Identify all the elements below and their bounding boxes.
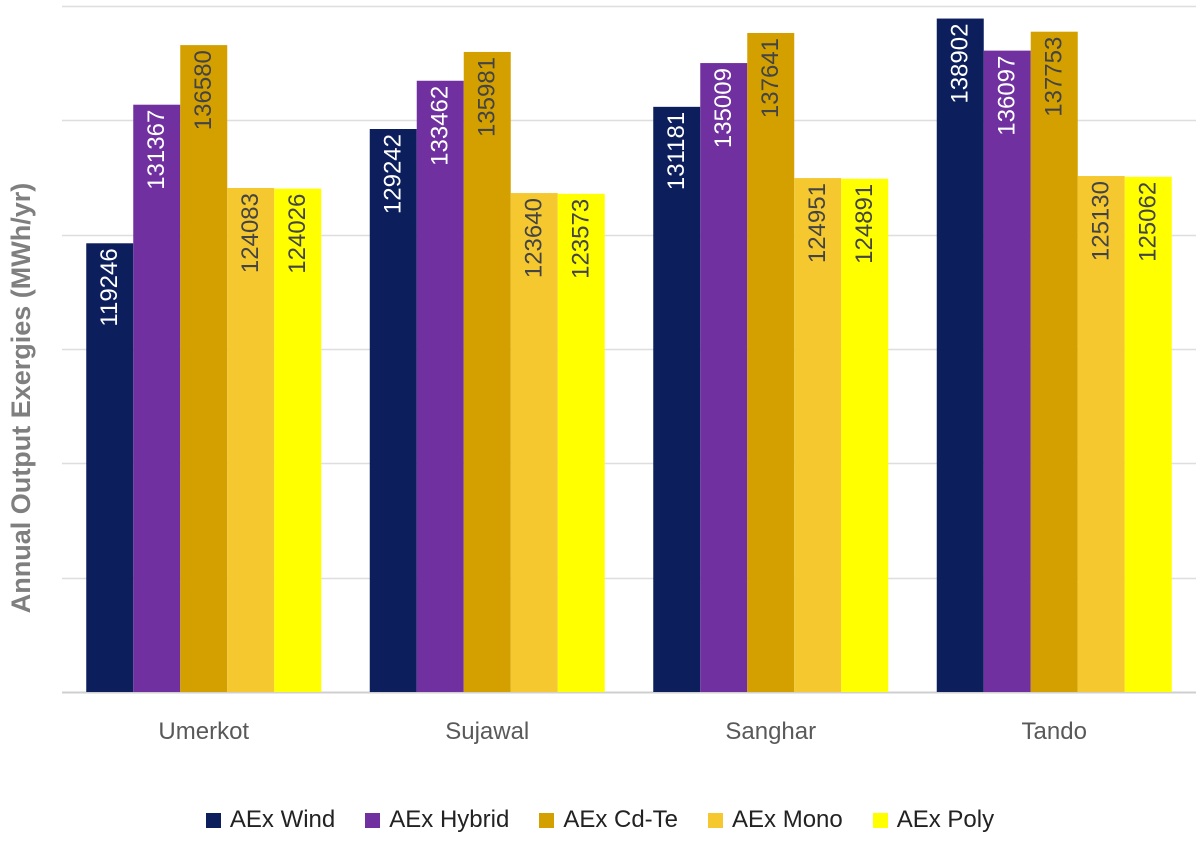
bar	[794, 178, 842, 692]
data-labels: 119246 131367 136580 124083 124026 129242 1334…	[96, 24, 1162, 327]
data-label: 135981	[474, 57, 501, 137]
bar	[510, 193, 558, 693]
data-label: 138902	[947, 24, 974, 104]
data-label: 129242	[380, 134, 407, 214]
legend-swatch	[205, 812, 221, 828]
legend-entry: AEx Cd-Te	[539, 806, 678, 834]
bar	[747, 32, 795, 692]
legend-label: AEx Hybrid	[389, 806, 510, 833]
bar	[700, 63, 748, 692]
bar	[557, 193, 605, 692]
data-label: 135009	[710, 68, 737, 148]
bars	[86, 18, 1172, 693]
x-tick-label: Umerkot	[158, 718, 249, 745]
data-label: 125130	[1088, 181, 1115, 261]
bar	[1124, 176, 1172, 692]
data-label: 136097	[994, 56, 1021, 136]
bar	[653, 106, 701, 692]
y-axis-label: Annual Output Exergies (MWh/yr)	[6, 183, 36, 614]
legend-entry: AEx Poly	[872, 806, 995, 834]
data-label: 124026	[284, 194, 311, 274]
bar	[180, 45, 228, 693]
legend-entry: AEx Mono	[708, 806, 843, 834]
bar	[133, 104, 181, 692]
data-label: 125062	[1135, 182, 1162, 262]
bar	[983, 50, 1031, 693]
bar	[227, 187, 275, 692]
legend-label: AEx Cd-Te	[563, 806, 679, 833]
data-label: 137753	[1041, 37, 1068, 117]
legend: AEx Wind AEx Hybrid AEx Cd-Te AEx Mono AEx P…	[0, 806, 1200, 834]
data-label: 136580	[190, 50, 217, 130]
legend-entry: AEx Wind	[205, 806, 336, 834]
bar	[369, 128, 417, 692]
bar	[936, 18, 984, 693]
legend-swatch	[365, 812, 381, 828]
data-label: 124891	[851, 184, 878, 264]
bar	[86, 243, 134, 692]
data-label: 119246	[96, 248, 123, 326]
x-tick-label: Sanghar	[725, 718, 816, 745]
legend-entry: AEx Hybrid	[365, 806, 509, 834]
legend-swatch	[708, 812, 724, 828]
data-label: 131181	[663, 112, 690, 190]
legend-label: AEx Poly	[896, 806, 995, 833]
bar	[416, 80, 464, 692]
bar	[1077, 176, 1125, 692]
data-label: 123640	[521, 198, 548, 278]
legend-label: AEx Mono	[732, 806, 843, 833]
bar	[1030, 31, 1078, 693]
data-label: 137641	[757, 38, 784, 118]
legend-swatch	[872, 812, 888, 828]
data-label: 124951	[804, 183, 831, 263]
bar	[463, 51, 511, 693]
data-label: 124083	[237, 193, 264, 273]
bar	[841, 178, 889, 693]
data-label: 133462	[427, 86, 454, 166]
data-label: 123573	[568, 199, 595, 279]
legend-label: AEx Wind	[229, 806, 336, 833]
x-tick-label: Sujawal	[445, 718, 529, 745]
bar	[274, 188, 322, 693]
x-tick-label: Tando	[1022, 718, 1087, 745]
legend-swatch	[539, 812, 555, 828]
data-label: 131367	[143, 110, 170, 190]
x-tick-labels: Umerkot Sujawal Sanghar Tando	[158, 718, 1087, 745]
